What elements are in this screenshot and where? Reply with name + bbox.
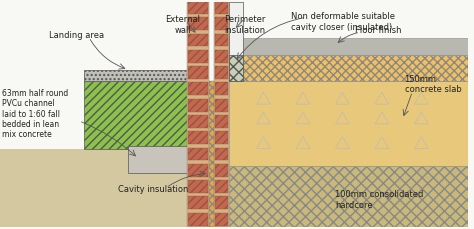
- Text: Non deformable suitable
cavity closer (insulated): Non deformable suitable cavity closer (i…: [291, 12, 395, 32]
- Bar: [229, 55, 468, 82]
- Bar: [84, 70, 188, 82]
- Bar: [189, 196, 208, 209]
- Bar: [189, 50, 208, 63]
- Bar: [189, 147, 208, 160]
- Bar: [209, 82, 214, 227]
- Bar: [215, 99, 228, 112]
- Bar: [215, 164, 228, 177]
- Bar: [215, 66, 228, 79]
- Text: Landing area: Landing area: [49, 30, 104, 40]
- Bar: [215, 115, 228, 128]
- Bar: [215, 82, 228, 95]
- Bar: [84, 82, 188, 149]
- Text: Perimeter
insulation: Perimeter insulation: [224, 15, 265, 35]
- Bar: [215, 50, 228, 63]
- Bar: [215, 180, 228, 193]
- Bar: [188, 2, 209, 227]
- Bar: [189, 1, 208, 14]
- Bar: [189, 180, 208, 193]
- Bar: [128, 146, 188, 173]
- Text: 63mm half round
PVCu channel
laid to 1:60 fall
bedded in lean
mix concrete: 63mm half round PVCu channel laid to 1:6…: [2, 89, 68, 139]
- Bar: [215, 17, 228, 30]
- Bar: [229, 2, 243, 82]
- Bar: [229, 55, 243, 82]
- Text: Floor finish: Floor finish: [355, 26, 402, 35]
- Bar: [229, 82, 468, 166]
- Text: 150mm
concrete slab: 150mm concrete slab: [405, 75, 461, 94]
- Bar: [214, 2, 229, 227]
- Bar: [189, 115, 208, 128]
- Bar: [215, 34, 228, 46]
- Bar: [229, 38, 468, 55]
- Bar: [189, 34, 208, 46]
- Bar: [215, 196, 228, 209]
- Text: 100mm consolidated
hardcore: 100mm consolidated hardcore: [336, 190, 424, 210]
- Bar: [189, 66, 208, 79]
- Bar: [189, 164, 208, 177]
- Bar: [215, 131, 228, 144]
- Bar: [189, 213, 208, 226]
- Bar: [189, 82, 208, 95]
- Bar: [189, 131, 208, 144]
- Bar: [0, 149, 188, 227]
- Bar: [189, 99, 208, 112]
- Bar: [215, 147, 228, 160]
- Text: External
wall: External wall: [165, 15, 200, 35]
- Bar: [215, 1, 228, 14]
- Text: Cavity insulation: Cavity insulation: [118, 185, 189, 194]
- Bar: [215, 213, 228, 226]
- Bar: [189, 17, 208, 30]
- Bar: [229, 166, 468, 227]
